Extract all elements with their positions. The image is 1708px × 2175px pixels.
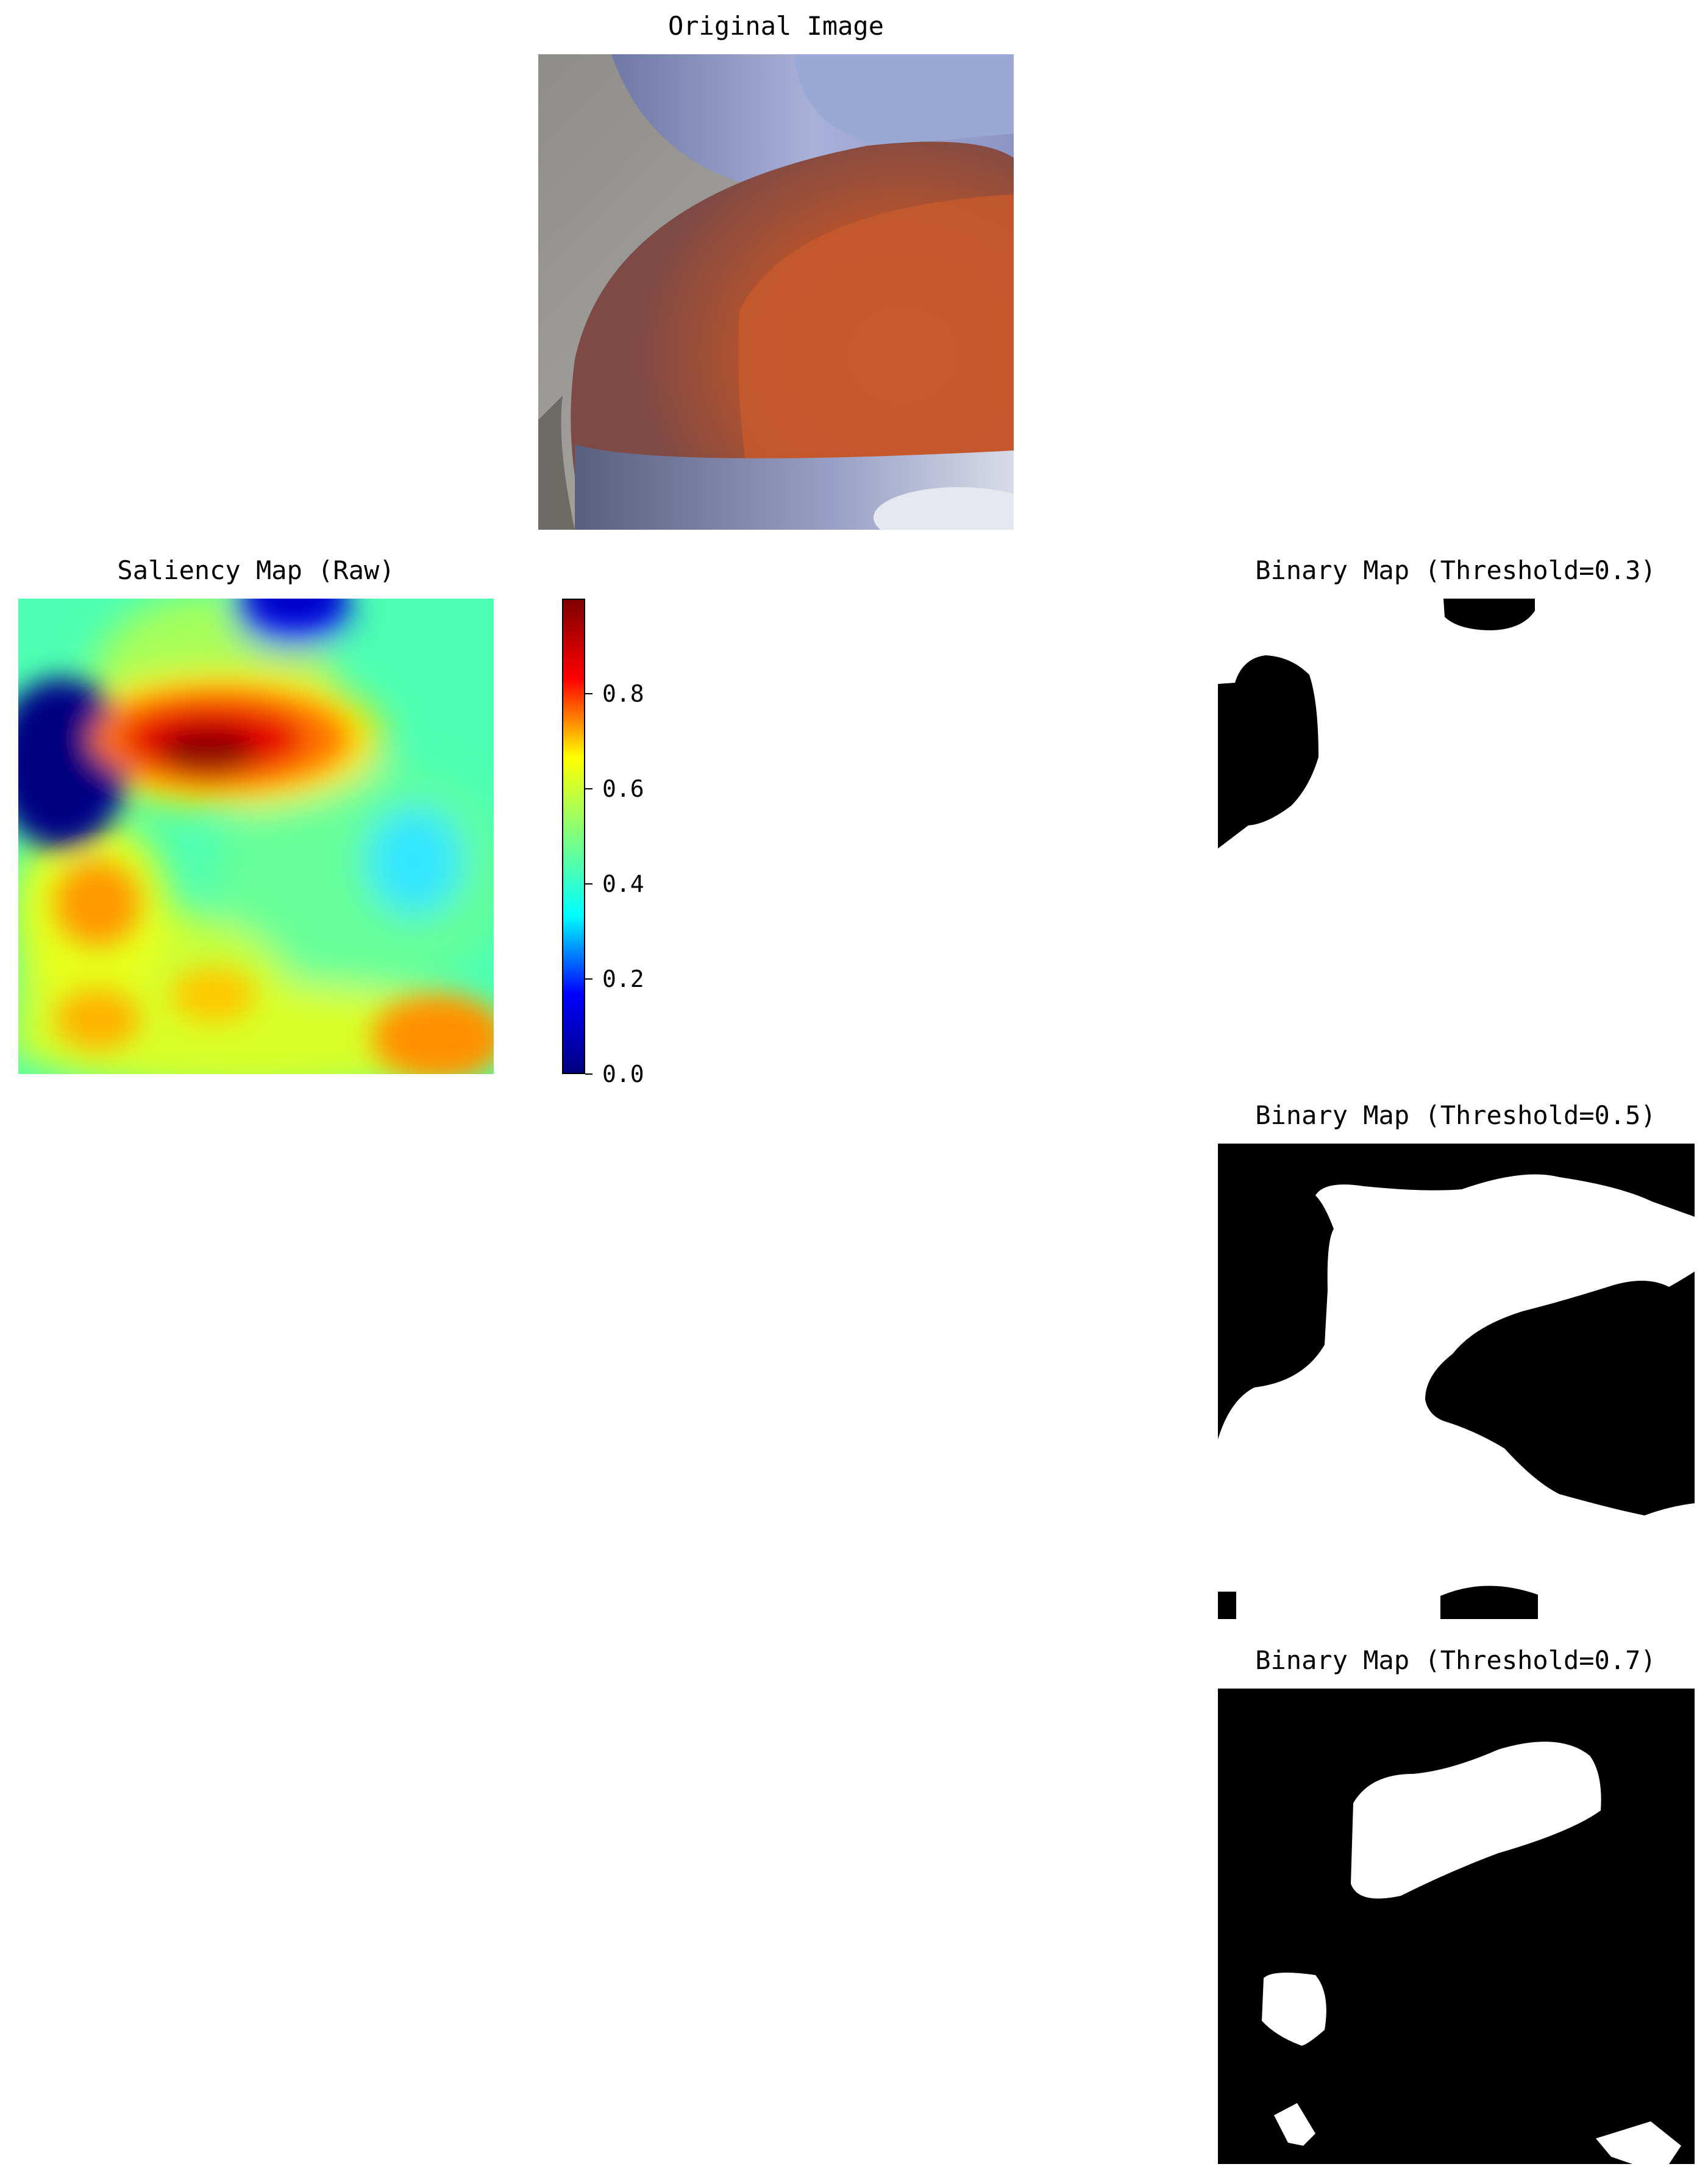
saliency-map-title: Saliency Map (Raw)	[117, 555, 395, 585]
colorbar-tick-label: 0.2	[602, 966, 644, 992]
colorbar-tick-mark	[585, 1073, 592, 1075]
binary-map-0-7	[1218, 1689, 1695, 2164]
colorbar-tick-mark	[585, 978, 592, 980]
colorbar-tick-label: 0.8	[602, 680, 644, 707]
binary-map-0-7-title: Binary Map (Threshold=0.7)	[1255, 1645, 1656, 1675]
original-image-title: Original Image	[667, 11, 884, 41]
colorbar	[562, 599, 585, 1074]
colorbar-tick-label: 0.6	[602, 775, 644, 802]
binary-map-0-5	[1218, 1144, 1695, 1619]
colorbar-tick-mark	[585, 883, 592, 885]
binary-map-0-3	[1218, 599, 1695, 1074]
colorbar-tick-label: 0.0	[602, 1061, 644, 1088]
binary-map-0-5-title: Binary Map (Threshold=0.5)	[1255, 1100, 1656, 1130]
colorbar-tick-mark	[585, 693, 592, 694]
binary-map-0-3-title: Binary Map (Threshold=0.3)	[1255, 555, 1656, 585]
colorbar-tick-label: 0.4	[602, 870, 644, 897]
colorbar-tick-mark	[585, 788, 592, 789]
original-image	[538, 54, 1014, 530]
saliency-heatmap	[18, 599, 494, 1074]
